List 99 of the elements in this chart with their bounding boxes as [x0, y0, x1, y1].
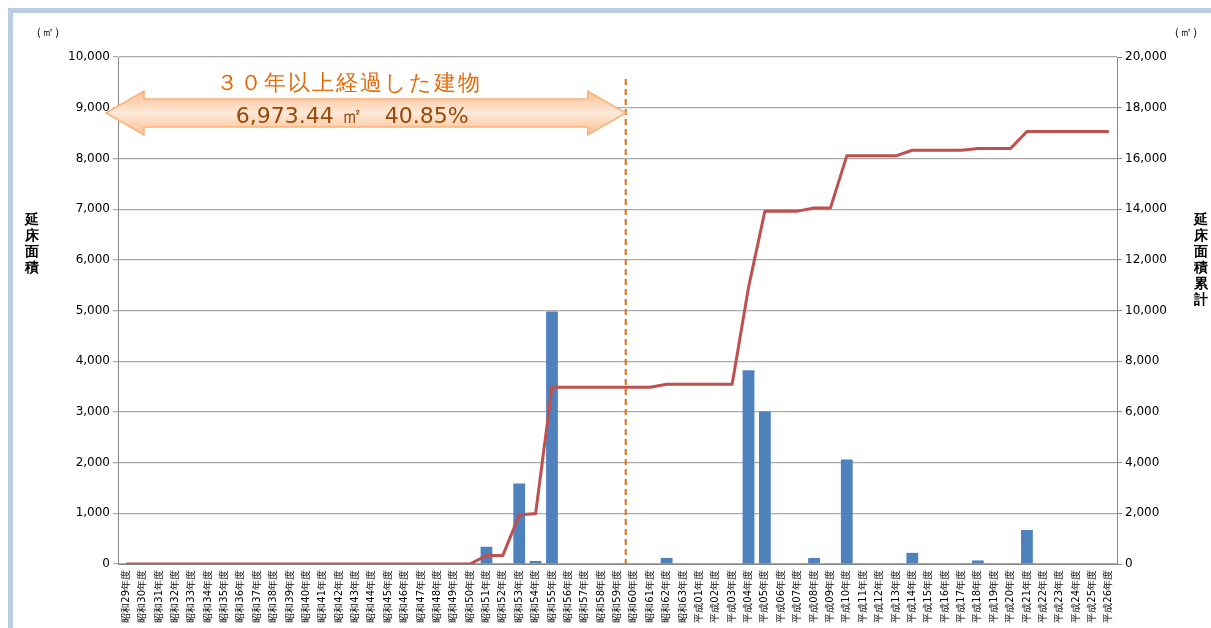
- x-tick-label: 平成20年度: [1004, 570, 1016, 623]
- x-tick-label: 昭和56年度: [561, 570, 573, 623]
- bar: [546, 311, 558, 564]
- x-tick-label: 昭和62年度: [660, 570, 672, 623]
- y-tick-label: 8,000: [75, 150, 110, 165]
- x-tick-label: 昭和43年度: [349, 570, 361, 623]
- text: （㎡）: [1168, 24, 1204, 41]
- x-tick-label: 平成17年度: [955, 570, 967, 623]
- x-tick-label: 昭和29年度: [119, 570, 131, 623]
- x-tick-label: 昭和54年度: [529, 570, 541, 623]
- annotation: ３０年以上経過した建物: [215, 69, 482, 97]
- bar: [808, 557, 820, 564]
- x-tick-label: 昭和49年度: [447, 570, 459, 623]
- y2-tick-label: 6,000: [1125, 404, 1160, 419]
- x-tick-label: 昭和41年度: [316, 570, 328, 623]
- y2-tick-label: 0: [1125, 556, 1133, 571]
- y-tick-label: 7,000: [75, 201, 110, 216]
- y2-tick-label: 16,000: [1125, 150, 1167, 165]
- x-tick-label: 平成23年度: [1053, 570, 1065, 623]
- x-tick-label: 平成24年度: [1069, 570, 1081, 623]
- x-tick-label: 昭和39年度: [283, 570, 295, 623]
- x-tick-label: 昭和48年度: [430, 570, 442, 623]
- x-tick-label: 昭和42年度: [332, 570, 344, 623]
- x-tick-label: 平成22年度: [1036, 570, 1048, 623]
- x-tick-label: 昭和30年度: [136, 570, 148, 623]
- x-tick-label: 平成21年度: [1020, 570, 1032, 623]
- x-tick-label: 昭和51年度: [480, 570, 492, 623]
- x-tick-label: 昭和53年度: [512, 570, 524, 623]
- y-tick-label: 10,000: [68, 49, 110, 64]
- y-tick-label: 1,000: [75, 505, 110, 520]
- x-tick-label: 平成25年度: [1086, 570, 1098, 623]
- bar: [759, 411, 771, 564]
- x-tick-label: 昭和52年度: [496, 570, 508, 623]
- x-tick-label: 平成11年度: [856, 570, 868, 623]
- x-tick-label: 昭和55年度: [545, 570, 557, 623]
- y2-tick-label: 20,000: [1125, 49, 1167, 64]
- x-tick-label: 昭和46年度: [398, 570, 410, 623]
- x-tick-label: 昭和57年度: [578, 570, 590, 623]
- y-tick-label: 2,000: [75, 454, 110, 469]
- bar: [906, 552, 919, 564]
- y2-tick-label: 14,000: [1125, 201, 1167, 216]
- bar: [1021, 530, 1033, 564]
- y-tick-label: 5,000: [75, 302, 110, 317]
- annotation: 6,973.44 ㎡ 40.85%: [235, 102, 469, 130]
- bar: [660, 557, 673, 564]
- y2-tick-label: 18,000: [1125, 99, 1167, 114]
- y-axis-title: 延床面積: [24, 210, 39, 275]
- x-tick-label: 平成03年度: [725, 570, 737, 623]
- y2-tick-label: 10,000: [1125, 302, 1167, 317]
- x-tick-label: 昭和58年度: [594, 570, 606, 623]
- y-tick-label: 3,000: [75, 404, 110, 419]
- y-tick-label: 4,000: [75, 353, 110, 368]
- x-tick-label: 昭和44年度: [365, 570, 377, 623]
- y2-tick-label: 2,000: [1125, 505, 1160, 520]
- x-tick-label: 昭和33年度: [185, 570, 197, 623]
- y2-tick-label: 8,000: [1125, 353, 1160, 368]
- y-tick-label: 6,000: [75, 251, 110, 266]
- x-tick-label: 平成09年度: [824, 570, 835, 623]
- x-tick-label: 平成02年度: [709, 570, 721, 623]
- x-tick-label: 昭和35年度: [218, 570, 230, 623]
- x-tick-label: 平成08年度: [807, 570, 819, 623]
- x-tick-label: 平成16年度: [938, 570, 950, 623]
- x-tick-label: 昭和38年度: [267, 570, 279, 623]
- x-tick-label: 昭和50年度: [463, 570, 475, 623]
- bar: [840, 459, 853, 564]
- bar: [971, 560, 984, 564]
- x-tick-label: 平成15年度: [922, 570, 934, 623]
- x-tick-label: 昭和34年度: [201, 570, 213, 623]
- x-tick-label: 平成07年度: [791, 570, 803, 623]
- x-tick-label: 昭和32年度: [168, 570, 180, 623]
- x-tick-label: 平成10年度: [840, 570, 852, 623]
- x-tick-label: 昭和36年度: [234, 570, 246, 623]
- x-tick-label: 昭和31年度: [152, 570, 164, 623]
- x-tick-label: 平成01年度: [692, 570, 704, 623]
- x-tick-label: 昭和40年度: [299, 570, 311, 623]
- x-tick-label: 昭和45年度: [381, 570, 393, 623]
- x-tick-label: 昭和60年度: [627, 570, 639, 623]
- x-tick-label: 平成12年度: [873, 570, 885, 623]
- x-tick-label: 平成26年度: [1102, 570, 1114, 623]
- text: （㎡）: [30, 24, 66, 41]
- y2-axis-title: 延床面積累計: [1193, 210, 1208, 307]
- y2-tick-label: 4,000: [1125, 454, 1160, 469]
- y-tick-label: 0: [102, 556, 110, 571]
- x-tick-label: 平成18年度: [971, 570, 983, 623]
- x-tick-label: 昭和59年度: [611, 570, 623, 623]
- x-tick-label: 平成05年度: [758, 570, 770, 623]
- x-tick-label: 平成04年度: [742, 570, 754, 623]
- x-tick-label: 平成13年度: [889, 570, 901, 623]
- x-tick-label: 昭和37年度: [250, 570, 262, 623]
- bar: [513, 483, 526, 564]
- x-tick-label: 平成14年度: [905, 570, 917, 623]
- y2-tick-label: 12,000: [1125, 251, 1167, 266]
- y-tick-label: 9,000: [75, 99, 110, 114]
- x-tick-label: 平成19年度: [987, 570, 999, 623]
- x-tick-label: 昭和63年度: [676, 570, 688, 623]
- x-tick-label: 昭和61年度: [643, 570, 655, 623]
- x-tick-label: 昭和47年度: [414, 570, 426, 623]
- x-tick-label: 平成06年度: [774, 570, 786, 623]
- bar: [742, 370, 755, 564]
